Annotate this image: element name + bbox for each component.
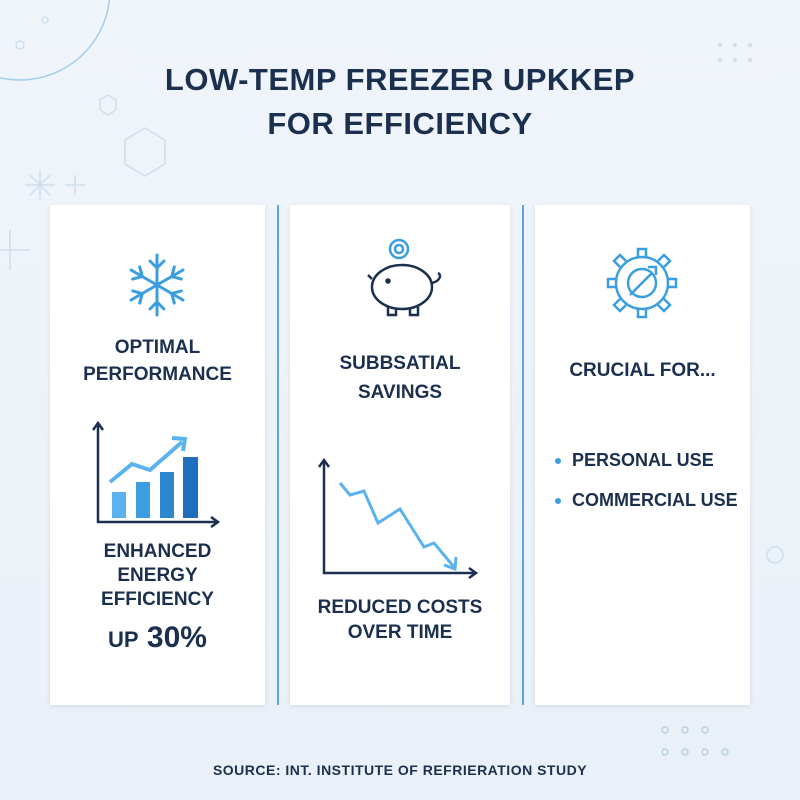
source: SOURCE: INT. INSTITUTE OF REFRIERATION S… — [212, 762, 588, 778]
card-heading: PERFORMANCE — [83, 364, 232, 385]
growth-chart-icon — [92, 420, 221, 529]
card-caption: REDUCED COSTS — [317, 597, 483, 618]
card-heading: CRUCIAL FOR... — [569, 360, 716, 381]
piggy-bank-icon — [367, 238, 442, 317]
card-heading: SUBBSATIAL — [339, 353, 461, 374]
decline-chart-icon — [317, 457, 479, 580]
highlight: UP 30% — [50, 621, 265, 655]
card: OPTIMAL PERFORMANCE ENHANCED ENERGY EFFI… — [50, 205, 265, 705]
gear-icon — [606, 247, 678, 319]
card-caption: ENHANCED — [103, 541, 212, 562]
title-line: LOW-TEMP FREEZER UPKKEP — [164, 62, 636, 97]
bullet — [555, 498, 561, 504]
card-caption: ENERGY — [117, 565, 198, 586]
snowflake-icon — [129, 253, 185, 317]
card-caption: EFFICIENCY — [101, 589, 214, 610]
divider — [277, 205, 279, 705]
highlight-prefix: UP — [108, 627, 139, 652]
highlight-value: 30% — [146, 621, 207, 654]
card: CRUCIAL FOR... PERSONAL USE COMMERCIAL U… — [535, 205, 750, 705]
card-heading: SAVINGS — [357, 382, 443, 403]
card: SUBBSATIAL SAVINGS REDUCED COSTS OVER TI… — [290, 205, 510, 705]
card-caption: OVER TIME — [347, 622, 453, 643]
divider — [522, 205, 524, 705]
list-item: PERSONAL USE — [572, 450, 714, 470]
card-heading: OPTIMAL — [114, 337, 201, 358]
bullet — [555, 458, 561, 464]
title-line: FOR EFFICIENCY — [267, 106, 533, 141]
list-item: COMMERCIAL USE — [572, 490, 738, 510]
